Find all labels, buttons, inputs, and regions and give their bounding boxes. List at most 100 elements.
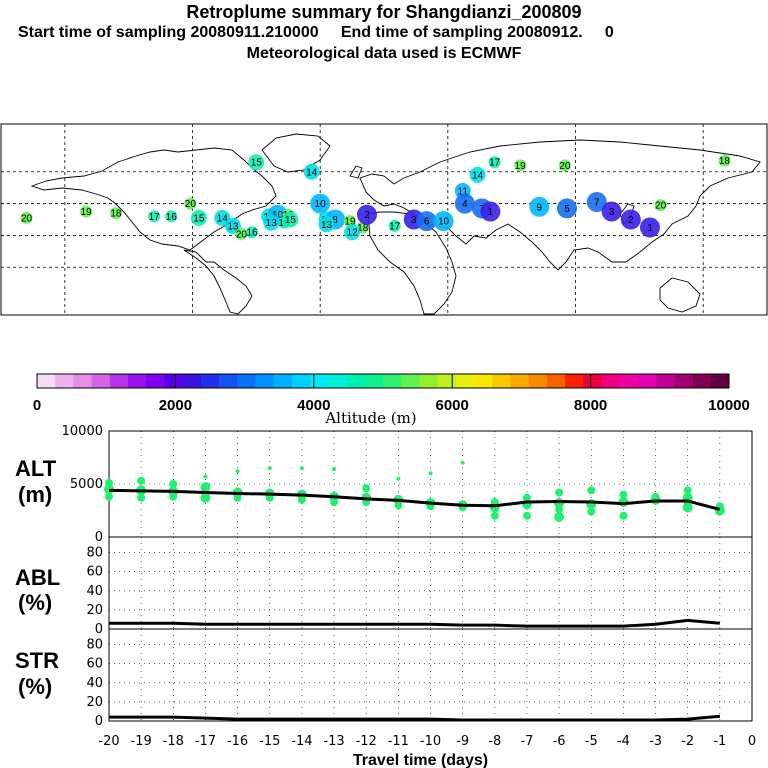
- plume-label: 15: [193, 213, 205, 224]
- altitude-point: [587, 486, 596, 495]
- plume-label: 13: [227, 221, 239, 232]
- colorbar-swatch: [55, 374, 74, 388]
- colorbar-swatch: [710, 374, 730, 388]
- y-tick-label: 60: [86, 565, 103, 580]
- plume-marker: [263, 214, 280, 231]
- sampling-times: Start time of sampling 20080911.210000 E…: [18, 24, 614, 41]
- altitude-colorbar: 0 2000 4000 6000 8000 10000 Altitude (m): [33, 373, 750, 427]
- colorbar-swatch: [146, 374, 165, 388]
- x-tick-label: -6: [553, 734, 566, 749]
- y-tick-label: 40: [86, 584, 103, 599]
- plume-label: 7: [594, 197, 600, 208]
- y-tick-label: 0: [95, 622, 103, 637]
- colorbar-swatch: [601, 374, 621, 388]
- altitude-point: [682, 502, 693, 513]
- plume-label: 10: [315, 199, 327, 210]
- colorbar-swatch: [310, 374, 329, 388]
- plume-marker: [344, 224, 361, 241]
- altitude-point: [522, 511, 531, 520]
- alt-panel-title: ALT: [15, 456, 57, 481]
- altitude-point: [555, 488, 564, 497]
- plume-marker: [529, 196, 550, 217]
- plume-marker: [165, 210, 178, 223]
- colorbar-swatch: [237, 374, 256, 388]
- plume-marker: [80, 205, 93, 218]
- plume-label: 10: [272, 210, 284, 221]
- colorbar-swatch: [164, 374, 183, 388]
- plume-label: 12: [347, 228, 359, 239]
- plume-marker: [488, 156, 501, 169]
- colorbar-swatch: [546, 374, 566, 388]
- colorbar-swatch: [91, 374, 111, 388]
- x-tick-label: -20: [98, 734, 119, 749]
- plume-marker: [620, 209, 641, 230]
- plume-label: 20: [21, 213, 33, 224]
- plume-label: 8: [332, 215, 338, 226]
- plume-marker: [639, 217, 660, 238]
- altitude-point: [490, 511, 499, 520]
- x-tick-label: -16: [227, 734, 248, 749]
- str-panel-unit: (%): [18, 674, 53, 699]
- plume-label: 5: [564, 204, 570, 215]
- plume-marker: [303, 163, 320, 180]
- altitude-point: [137, 476, 146, 485]
- altitude-point: [105, 492, 113, 501]
- plume-label: 17: [489, 158, 501, 169]
- x-tick-label: -14: [291, 734, 312, 749]
- plume-marker: [184, 197, 197, 210]
- altitude-point: [394, 501, 403, 510]
- altitude-point: [555, 505, 564, 514]
- y-tick-label: 80: [86, 546, 103, 561]
- plume-label: 13: [321, 220, 333, 231]
- plume-marker: [718, 154, 731, 167]
- altitude-point: [619, 511, 628, 520]
- x-tick-label: -11: [388, 734, 409, 749]
- plume-label: 10: [438, 217, 450, 228]
- plume-marker: [109, 207, 122, 220]
- plume-marker: [20, 211, 33, 224]
- plume-marker: [310, 193, 331, 214]
- plume-label: 20: [236, 229, 248, 240]
- x-tick-label: -17: [195, 734, 216, 749]
- colorbar-swatch: [637, 374, 657, 388]
- plume-label: 19: [515, 161, 527, 172]
- plume-marker: [190, 209, 207, 226]
- colorbar-swatch: [510, 374, 529, 388]
- plume-marker: [586, 191, 607, 212]
- x-tick-label: 0: [748, 734, 756, 749]
- x-tick-label: -19: [131, 734, 152, 749]
- y-tick-label: 20: [86, 695, 103, 710]
- alt-panel-unit: (m): [18, 482, 53, 507]
- colorbar-swatch: [492, 374, 511, 388]
- x-tick-label: -10: [420, 734, 441, 749]
- plume-label: 2: [364, 210, 370, 221]
- colorbar-swatch: [455, 374, 475, 388]
- plume-marker: [601, 201, 622, 222]
- colorbar-swatch: [219, 374, 238, 388]
- colorbar-swatch: [619, 374, 639, 388]
- altitude-point: [362, 484, 371, 493]
- plume-label: 16: [247, 228, 259, 239]
- altitude-point: [396, 476, 401, 481]
- plume-label: 13: [266, 218, 278, 229]
- altitude-point: [169, 492, 178, 501]
- altitude-point: [299, 466, 304, 471]
- plume-label: 14: [306, 167, 318, 178]
- chart-title: Retroplume summary for Shangdianzi_20080…: [186, 2, 582, 22]
- plume-marker: [416, 211, 437, 232]
- altitude-point: [169, 480, 178, 488]
- colorbar-swatch: [401, 374, 420, 388]
- series-line: [109, 618, 720, 628]
- colorbar-swatch: [200, 374, 220, 388]
- plume-label: 16: [166, 212, 178, 223]
- colorbar-swatch: [474, 374, 493, 388]
- altitude-point: [233, 493, 242, 502]
- plume-label: 1: [488, 207, 494, 218]
- colorbar-swatch: [109, 374, 129, 388]
- altitude-point: [428, 471, 433, 476]
- colorbar-swatch: [656, 374, 675, 388]
- colorbar-tick-label: 8000: [574, 397, 607, 414]
- colorbar-swatch: [565, 374, 584, 388]
- colorbar-swatch: [182, 374, 202, 388]
